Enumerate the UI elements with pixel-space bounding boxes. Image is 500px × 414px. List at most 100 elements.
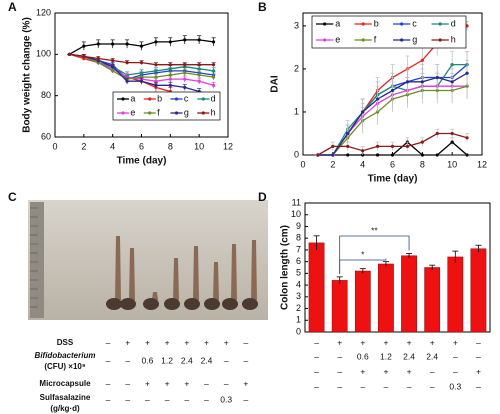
y-tick-label: 3: [296, 291, 301, 301]
y-tick-label: 9: [296, 221, 301, 231]
condition-value: 2.4: [403, 351, 415, 361]
condition-value: –: [476, 337, 481, 347]
x-tick-label: 2: [330, 159, 335, 169]
condition-label: DSS: [57, 338, 74, 347]
condition-value: +: [383, 366, 388, 376]
marker: [390, 153, 395, 157]
condition-value: –: [384, 381, 389, 391]
y-tick-label: 100: [36, 49, 51, 59]
marker: [183, 38, 187, 42]
marker: [405, 144, 410, 148]
x-tick-label: 4: [360, 159, 365, 169]
marker: [197, 63, 201, 67]
marker: [375, 153, 380, 157]
colon: [173, 258, 179, 300]
cecum: [143, 298, 159, 310]
condition-value: +: [243, 378, 248, 388]
y-axis-title: Body weight change (%): [22, 17, 33, 133]
legend-label: h: [451, 34, 456, 44]
condition-value: +: [360, 366, 365, 376]
legend-marker: [400, 22, 404, 26]
condition-value: 0.3: [220, 394, 232, 404]
condition-value: –: [204, 378, 209, 388]
y-tick-label: 5: [296, 268, 301, 278]
plot-frame: [304, 202, 491, 333]
marker: [82, 54, 86, 59]
legend-label: g: [412, 34, 417, 44]
legend-marker: [174, 97, 179, 101]
legend-label: d: [451, 18, 456, 28]
marker: [168, 77, 172, 81]
marker: [331, 153, 335, 157]
marker: [111, 58, 115, 63]
y-tick-label: 80: [41, 90, 51, 100]
condition-value: –: [360, 381, 365, 391]
marker: [96, 56, 100, 61]
bar: [308, 242, 325, 333]
condition-value: –: [106, 355, 111, 365]
panel-label: C: [8, 190, 17, 204]
condition-value: –: [125, 355, 130, 365]
condition-value: 1.2: [161, 355, 173, 365]
condition-value: –: [476, 381, 481, 391]
legend-marker: [323, 22, 327, 26]
legend-label: b: [374, 18, 379, 28]
condition-value: –: [106, 378, 111, 388]
legend-label: b: [157, 93, 162, 103]
legend-box: [311, 15, 467, 49]
y-tick-label: 11: [292, 197, 301, 207]
bar: [354, 270, 371, 333]
marker: [420, 80, 424, 84]
marker: [375, 97, 380, 101]
x-tick-label: 8: [420, 159, 425, 169]
condition-value: 1.2: [380, 351, 392, 361]
marker: [168, 63, 172, 67]
legend-marker: [361, 22, 365, 26]
colon: [193, 246, 199, 300]
marker: [125, 61, 129, 65]
marker: [154, 40, 158, 44]
legend-box: [112, 91, 221, 121]
marker: [96, 42, 100, 46]
condition-value: +: [204, 337, 209, 347]
condition-value: +: [407, 366, 412, 376]
marker: [450, 63, 454, 67]
condition-value: –: [145, 394, 150, 404]
legend-marker: [438, 38, 442, 42]
bar: [378, 263, 394, 333]
y-tick-label: 4: [296, 279, 301, 289]
bar: [424, 267, 441, 333]
condition-value: –: [314, 381, 319, 391]
colon-samples: [30, 207, 258, 310]
significance-label: *: [361, 249, 365, 259]
y-tick-label: 1: [294, 106, 299, 116]
condition-value: –: [407, 381, 412, 391]
legend-label: c: [412, 18, 417, 28]
marker: [125, 42, 129, 46]
condition-value: –: [244, 355, 249, 365]
colon: [231, 244, 237, 300]
condition-value: –: [106, 337, 111, 347]
cecum: [204, 298, 220, 310]
marker: [405, 80, 410, 84]
marker: [361, 110, 365, 114]
condition-value: +: [125, 337, 130, 347]
marker: [211, 83, 216, 87]
condition-value: –: [337, 381, 342, 391]
y-tick-label: 60: [41, 131, 51, 141]
bar: [447, 256, 464, 333]
cecum: [184, 298, 200, 310]
marker: [390, 144, 395, 148]
colon: [115, 236, 121, 300]
marker: [168, 40, 172, 44]
legend-label: c: [184, 93, 189, 103]
condition-value: –: [430, 366, 435, 376]
bar: [470, 248, 487, 333]
condition-value: +: [145, 337, 150, 347]
y-tick-label: 0: [294, 149, 299, 159]
marker: [465, 71, 469, 75]
condition-value: +: [184, 378, 189, 388]
condition-value: –: [204, 394, 209, 404]
bar: [401, 255, 417, 333]
